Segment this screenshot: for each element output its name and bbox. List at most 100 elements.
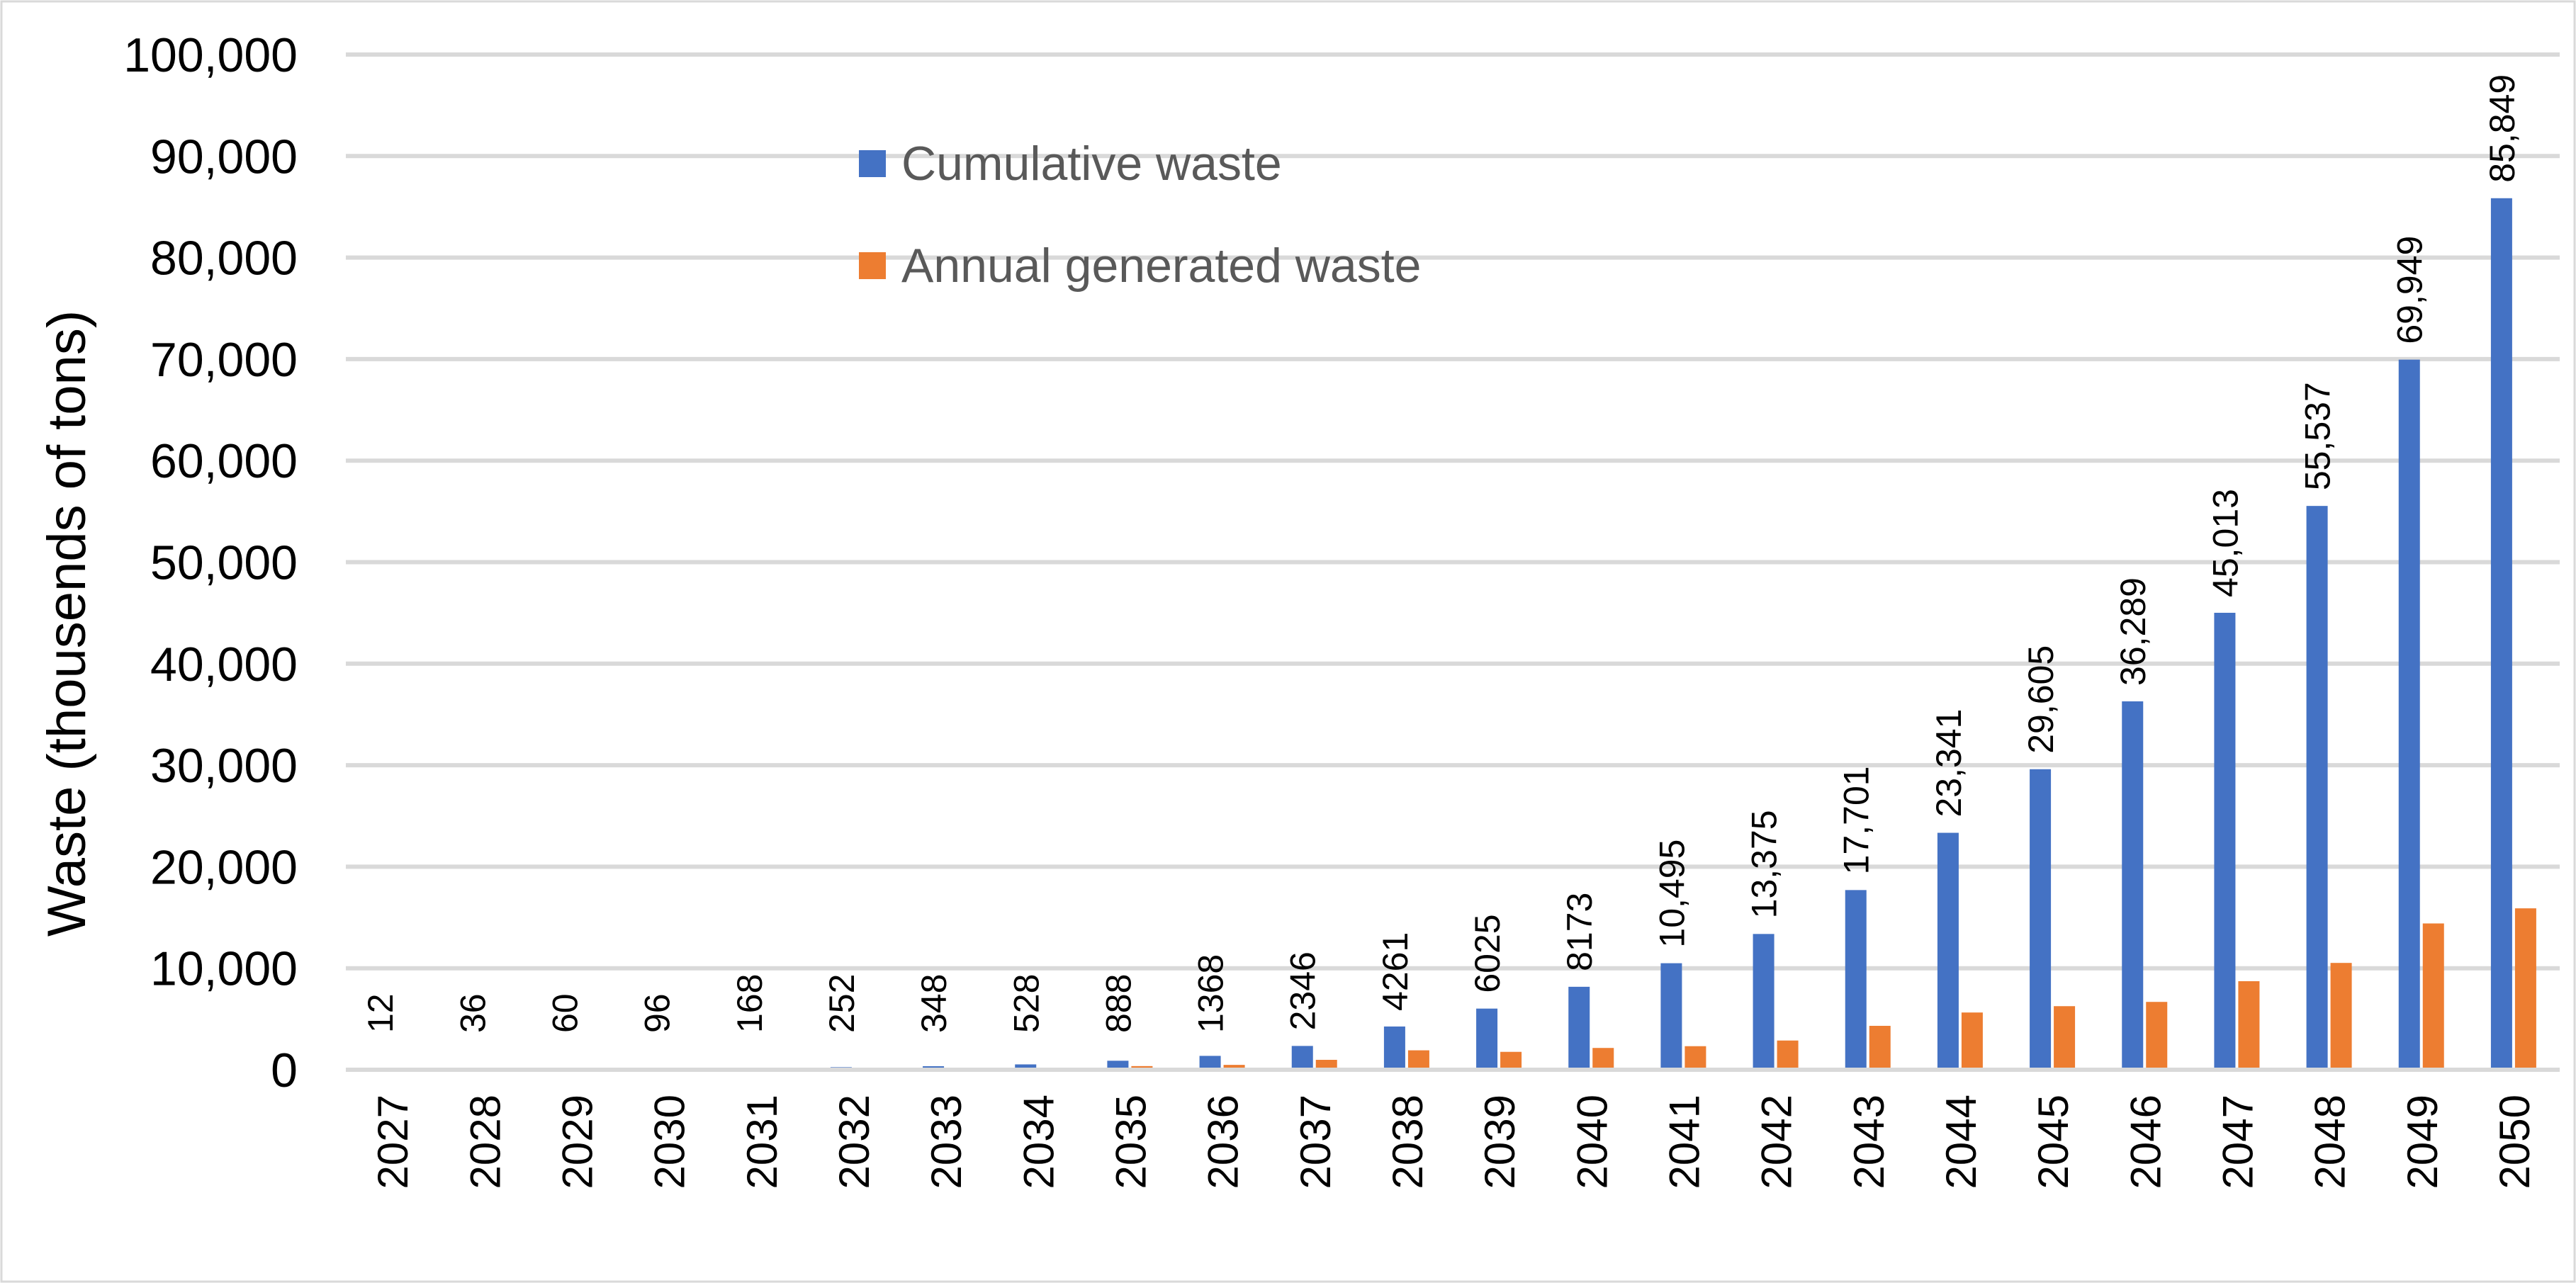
bar-cumulative-2041	[1660, 963, 1682, 1070]
data-label-2038: 4261	[1376, 932, 1415, 1011]
bar-cumulative-2046	[2122, 701, 2144, 1070]
y-axis-label: Waste (thousends of tons)	[37, 310, 97, 937]
data-label-2046: 36,289	[2113, 577, 2153, 686]
y-tick-label: 50,000	[150, 536, 298, 590]
bar-annual-2050	[2514, 908, 2536, 1070]
x-tick-label-2047: 2047	[2214, 1095, 2261, 1189]
x-tick-label-2046: 2046	[2122, 1095, 2169, 1189]
bar-cumulative-2044	[1937, 832, 1959, 1070]
y-tick-label: 40,000	[150, 638, 298, 691]
bar-cumulative-2037	[1291, 1046, 1313, 1070]
bar-annual-2044	[1961, 1012, 1983, 1070]
bar-cumulative-2049	[2398, 359, 2420, 1070]
bar-annual-2036	[1223, 1065, 1245, 1070]
legend-label-annual: Annual generated waste	[901, 239, 1421, 293]
data-label-2028: 36	[453, 993, 493, 1033]
data-label-2041: 10,495	[1652, 840, 1692, 948]
y-tick-label: 100,000	[123, 28, 298, 82]
bar-cumulative-2038	[1383, 1026, 1405, 1070]
x-tick-label-2028: 2028	[461, 1095, 509, 1189]
bar-annual-2038	[1407, 1050, 1429, 1070]
y-axis-ticks: 0 10,000 20,000 30,000 40,000 50,000 60,000 70,…	[123, 28, 298, 1097]
bar-cumulative-2050	[2490, 198, 2512, 1070]
data-label-2048: 55,537	[2298, 382, 2338, 490]
y-tick-label: 90,000	[150, 130, 298, 183]
data-label-2029: 60	[545, 993, 585, 1033]
bar-cumulative-2043	[1845, 890, 1867, 1070]
data-label-2031: 168	[730, 974, 770, 1033]
legend: Cumulative waste Annual generated waste	[859, 137, 1421, 293]
bar-cumulative-2045	[2030, 769, 2052, 1070]
data-label-2039: 6025	[1468, 914, 1507, 993]
y-tick-label: 10,000	[150, 942, 298, 996]
x-tick-label-2045: 2045	[2030, 1095, 2077, 1189]
gridlines	[346, 52, 2560, 971]
y-tick-label: 70,000	[150, 333, 298, 387]
data-label-2027: 12	[361, 993, 400, 1033]
bars	[369, 198, 2536, 1070]
bar-cumulative-2047	[2214, 612, 2236, 1070]
bar-annual-2040	[1592, 1048, 1614, 1070]
x-tick-label-2031: 2031	[738, 1095, 786, 1189]
data-labels: 12 36 60 96 168 252 348 528 888 1368 2346 4261 6025 8…	[361, 74, 2522, 1033]
x-axis-ticks: 2027 2028 2029 2030 2031 2032 2033 2034 2035 2036…	[369, 1095, 2538, 1189]
x-tick-label-2049: 2049	[2399, 1095, 2446, 1189]
x-tick-label-2038: 2038	[1384, 1095, 1432, 1189]
y-tick-label: 80,000	[150, 232, 298, 286]
bar-annual-2046	[2146, 1002, 2168, 1070]
bar-annual-2048	[2330, 963, 2352, 1070]
legend-label-cumulative: Cumulative waste	[901, 137, 1282, 191]
data-label-2030: 96	[638, 993, 677, 1033]
y-tick-label: 60,000	[150, 434, 298, 488]
bar-annual-2049	[2422, 923, 2444, 1070]
x-tick-label-2029: 2029	[553, 1095, 601, 1189]
x-tick-label-2044: 2044	[1937, 1095, 1985, 1189]
data-label-2047: 45,013	[2205, 489, 2245, 597]
data-label-2043: 17,701	[1837, 766, 1877, 874]
bar-annual-2043	[1869, 1026, 1891, 1070]
x-tick-label-2027: 2027	[369, 1095, 417, 1189]
bar-annual-2041	[1684, 1046, 1706, 1070]
x-tick-label-2043: 2043	[1845, 1095, 1893, 1189]
data-label-2040: 8173	[1560, 893, 1599, 971]
data-label-2045: 29,605	[2021, 645, 2061, 754]
bar-cumulative-2048	[2306, 506, 2328, 1070]
bar-cumulative-2034	[1015, 1064, 1037, 1070]
y-tick-label: 20,000	[150, 840, 298, 894]
x-tick-label-2035: 2035	[1107, 1095, 1154, 1189]
data-label-2042: 13,375	[1745, 810, 1784, 918]
x-tick-label-2037: 2037	[1292, 1095, 1339, 1189]
data-label-2036: 1368	[1191, 954, 1231, 1033]
bar-annual-2037	[1315, 1059, 1337, 1070]
x-tick-label-2036: 2036	[1200, 1095, 1247, 1189]
x-tick-label-2041: 2041	[1660, 1095, 1708, 1189]
x-tick-label-2042: 2042	[1753, 1095, 1801, 1189]
data-label-2049: 69,949	[2390, 236, 2430, 344]
data-label-2037: 2346	[1283, 951, 1323, 1030]
bar-annual-2039	[1500, 1051, 1522, 1070]
y-tick-label: 30,000	[150, 739, 298, 793]
x-tick-label-2039: 2039	[1476, 1095, 1524, 1189]
data-label-2044: 23,341	[1929, 709, 1969, 818]
bar-cumulative-2035	[1107, 1061, 1129, 1070]
x-tick-label-2034: 2034	[1015, 1095, 1062, 1189]
x-tick-label-2030: 2030	[646, 1095, 694, 1189]
legend-swatch-cumulative	[859, 150, 886, 177]
bar-cumulative-2036	[1199, 1056, 1221, 1070]
bar-cumulative-2040	[1568, 986, 1590, 1070]
bar-annual-2042	[1777, 1040, 1799, 1070]
data-label-2050: 85,849	[2482, 74, 2522, 183]
x-tick-label-2050: 2050	[2491, 1095, 2538, 1189]
y-tick-label: 0	[271, 1044, 298, 1097]
data-label-2035: 888	[1098, 974, 1138, 1033]
bar-cumulative-2039	[1476, 1008, 1498, 1070]
x-tick-label-2048: 2048	[2307, 1095, 2354, 1189]
data-label-2032: 252	[822, 974, 862, 1033]
x-tick-label-2033: 2033	[923, 1095, 970, 1189]
x-tick-label-2032: 2032	[831, 1095, 878, 1189]
legend-swatch-annual	[859, 252, 886, 279]
data-label-2034: 528	[1006, 974, 1046, 1033]
bar-cumulative-2042	[1753, 934, 1774, 1070]
